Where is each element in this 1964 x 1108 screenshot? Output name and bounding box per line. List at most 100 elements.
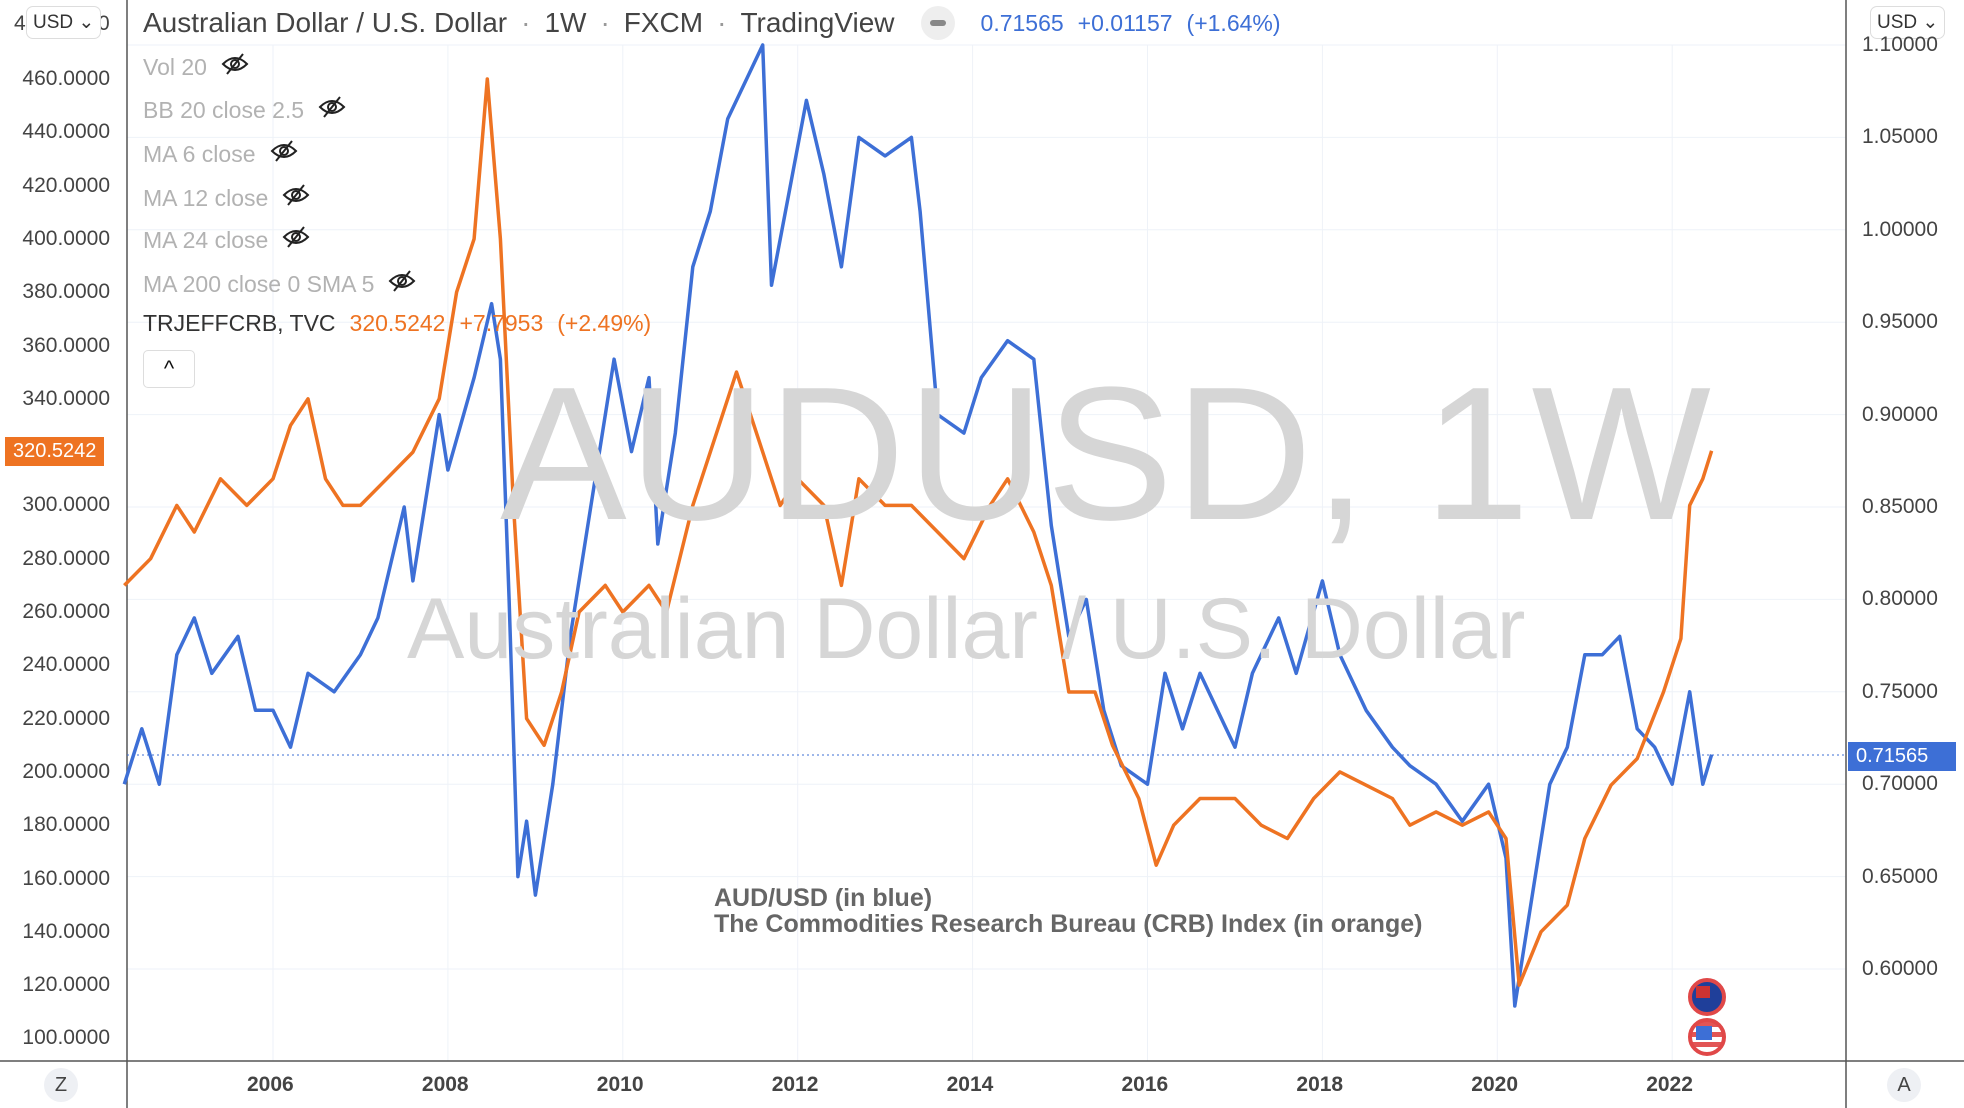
time-axis-tick: 2010 xyxy=(596,1073,644,1096)
currency-label: USD xyxy=(33,12,74,33)
indicator-label: MA 24 close xyxy=(143,226,269,253)
left-axis-tick: 400.0000 xyxy=(22,226,110,250)
zoom-reset-button[interactable]: Z xyxy=(44,1068,78,1102)
left-axis-tick: 100.0000 xyxy=(22,1026,110,1050)
exchange: FXCM xyxy=(623,7,704,38)
hidden-eye-icon[interactable] xyxy=(388,269,416,299)
left-axis-tick: 420.0000 xyxy=(22,173,110,197)
indicator-label: MA 12 close xyxy=(143,184,269,211)
currency-label: USD xyxy=(1877,12,1918,33)
time-axis-tick: 2020 xyxy=(1471,1073,1519,1096)
usa-flag-icon[interactable] xyxy=(1688,1018,1726,1056)
compare-legend[interactable]: TRJEFFCRB, TVC 320.5242 +7.7953 (+2.49%) xyxy=(143,310,651,337)
time-axis-tick: 2006 xyxy=(247,1073,294,1096)
market-status-icon xyxy=(929,20,946,26)
left-axis-tick: 380.0000 xyxy=(22,280,110,304)
price-change-pct: (+1.64%) xyxy=(1186,9,1281,36)
left-axis-tick: 200.0000 xyxy=(22,759,110,783)
chevron-down-icon: ⌄ xyxy=(78,12,95,33)
indicator-legend-item[interactable]: MA 200 close 0 SMA 5 xyxy=(143,269,416,299)
hidden-eye-icon[interactable] xyxy=(282,225,310,255)
right-axis-tick: 0.70000 xyxy=(1862,772,1938,796)
chart-header: Australian Dollar / U.S. Dollar · 1W · F… xyxy=(143,6,1281,40)
left-axis-tick: 260.0000 xyxy=(22,600,110,623)
chevron-up-icon: ^ xyxy=(163,356,175,381)
right-axis-tick: 0.95000 xyxy=(1862,310,1938,334)
hidden-eye-icon[interactable] xyxy=(282,183,310,213)
price-change: +0.01157 xyxy=(1077,9,1173,36)
hidden-eye-icon[interactable] xyxy=(318,95,346,125)
source: TradingView xyxy=(740,7,895,38)
right-axis-tick: 0.65000 xyxy=(1862,864,1938,888)
australia-flag-icon[interactable] xyxy=(1688,978,1726,1016)
a-label: A xyxy=(1897,1073,1911,1096)
auto-scale-button[interactable]: A xyxy=(1887,1068,1921,1102)
indicator-label: BB 20 close 2.5 xyxy=(143,96,305,123)
indicator-label: MA 6 close xyxy=(143,140,256,167)
symbol-title[interactable]: Australian Dollar / U.S. Dollar xyxy=(143,7,508,38)
time-axis-tick: 2022 xyxy=(1646,1073,1693,1096)
hidden-eye-icon[interactable] xyxy=(270,139,298,169)
time-axis-tick: 2012 xyxy=(771,1073,819,1096)
time-axis-tick: 2008 xyxy=(421,1073,469,1096)
time-axis-tick: 2016 xyxy=(1121,1073,1169,1096)
left-axis-tick: 140.0000 xyxy=(22,919,110,943)
left-axis-tick: 120.0000 xyxy=(22,973,110,997)
left-axis-tick: 180.0000 xyxy=(22,813,110,837)
annotation-line: The Commodities Research Bureau (CRB) In… xyxy=(714,910,1423,938)
left-axis-tick: 160.0000 xyxy=(22,866,110,890)
separator: · xyxy=(521,7,531,38)
left-axis-tick: 340.0000 xyxy=(22,386,110,410)
collapse-legend-button[interactable]: ^ xyxy=(143,350,195,388)
left-axis-tick: 440.0000 xyxy=(22,120,110,144)
hidden-eye-icon[interactable] xyxy=(221,52,249,82)
left-axis-tick: 280.0000 xyxy=(22,546,110,570)
right-axis-tick: 0.75000 xyxy=(1862,679,1938,703)
right-axis-tick: 0.90000 xyxy=(1862,402,1938,426)
right-axis-tick: 1.10000 xyxy=(1862,33,1938,56)
left-axis-tick: 360.0000 xyxy=(22,333,110,357)
right-axis-tick: 1.05000 xyxy=(1862,125,1938,149)
indicator-legend-item[interactable]: MA 24 close xyxy=(143,225,310,255)
compare-change-pct: (+2.49%) xyxy=(557,310,652,336)
chevron-down-icon: ⌄ xyxy=(1922,12,1939,33)
left-axis-tick: 220.0000 xyxy=(22,706,110,730)
right-axis-tick: 0.80000 xyxy=(1862,587,1938,611)
time-axis-tick: 2018 xyxy=(1296,1073,1344,1096)
audusd-series-line xyxy=(122,43,1714,1008)
compare-change: +7.7953 xyxy=(459,310,544,336)
left-axis-partial: 4 xyxy=(14,12,26,35)
indicator-legend-item[interactable]: BB 20 close 2.5 xyxy=(143,95,346,125)
market-status-button[interactable] xyxy=(920,6,955,40)
crb-last-value-tag: 320.5242 xyxy=(5,437,105,466)
interval[interactable]: 1W xyxy=(544,7,587,38)
right-axis-tick: 0.60000 xyxy=(1862,957,1938,980)
left-axis-tick: 300.0000 xyxy=(22,493,110,517)
separator: · xyxy=(600,7,610,38)
right-axis-tick: 0.85000 xyxy=(1862,495,1938,518)
compare-symbol: TRJEFFCRB, TVC xyxy=(143,310,336,336)
separator: · xyxy=(717,7,727,38)
indicator-label: Vol 20 xyxy=(143,53,207,80)
watermark-description: Australian Dollar / U.S. Dollar xyxy=(407,581,1526,677)
left-currency-select[interactable]: USD ⌄ xyxy=(26,6,102,39)
compare-value: 320.5242 xyxy=(349,310,446,336)
indicator-label: MA 200 close 0 SMA 5 xyxy=(143,270,375,297)
aud-last-value-tag: 0.71565 xyxy=(1848,742,1956,771)
z-label: Z xyxy=(54,1073,68,1096)
time-axis-tick: 2014 xyxy=(946,1073,994,1096)
crb-series-line xyxy=(123,77,1714,987)
last-price: 0.71565 xyxy=(980,9,1064,36)
left-axis-partial: 0 xyxy=(98,12,110,35)
grid-lines xyxy=(127,44,1846,1061)
indicator-legend-item[interactable]: MA 6 close xyxy=(143,139,298,169)
chart-annotation: AUD/USD (in blue) The Commodities Resear… xyxy=(714,885,1422,937)
indicator-legend-item[interactable]: Vol 20 xyxy=(143,52,249,82)
annotation-line: AUD/USD (in blue) xyxy=(714,884,933,912)
watermark-symbol: AUDUSD, 1W xyxy=(500,348,1713,560)
right-currency-select[interactable]: USD ⌄ xyxy=(1870,6,1946,39)
right-axis-tick: 1.00000 xyxy=(1862,217,1938,241)
indicator-legend-item[interactable]: MA 12 close xyxy=(143,183,310,213)
left-axis-tick: 240.0000 xyxy=(22,653,110,677)
